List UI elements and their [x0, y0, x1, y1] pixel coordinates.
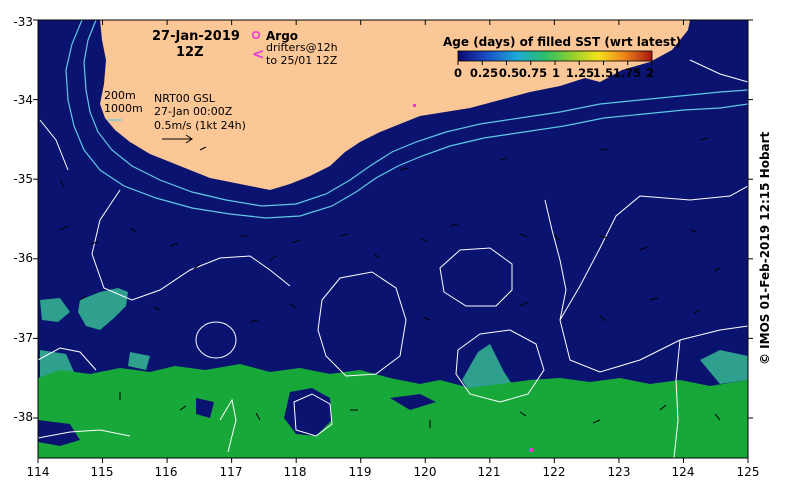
lon-label: 124 — [672, 465, 695, 479]
longitude-tick-labels: 114 115 116 117 118 119 120 121 122 123 … — [27, 465, 760, 479]
product-label: NRT00 GSL — [154, 92, 216, 105]
lat-label: -36 — [13, 251, 33, 265]
argo-legend: Argo < drifters@12h to 25/01 12Z — [252, 29, 338, 67]
date-label: 27-Jan-2019 — [152, 29, 240, 44]
lon-label: 118 — [284, 465, 307, 479]
argo-label: Argo — [266, 29, 298, 43]
lon-label: 119 — [349, 465, 372, 479]
colorbar-tick-label: 1.5 — [593, 66, 613, 80]
latitude-axis — [33, 19, 753, 419]
lon-label: 115 — [91, 465, 114, 479]
colorbar: Age (days) of filled SST (wrt latest) 0 … — [443, 35, 681, 80]
colorbar-tick-label: 1.25 — [566, 66, 594, 80]
lat-label: -33 — [13, 15, 33, 29]
colorbar-tick-label: 0.25 — [470, 66, 498, 80]
aged-sst-green-band — [38, 364, 748, 458]
colorbar-ramp — [457, 50, 653, 62]
lon-label: 122 — [543, 465, 566, 479]
isobath-200-label: 200m — [104, 89, 136, 102]
colorbar-tick-label: 1.75 — [613, 66, 641, 80]
lat-label: -34 — [13, 93, 33, 107]
current-vectors — [59, 137, 721, 428]
lon-label: 125 — [737, 465, 760, 479]
colorbar-tick-label: 2 — [646, 66, 654, 80]
lat-label: -38 — [13, 410, 33, 424]
product-time: 27-Jan 00:00Z — [154, 105, 233, 118]
lat-label: -35 — [13, 172, 33, 186]
imos-credit: © IMOS 01-Feb-2019 12:15 Hobart — [758, 131, 772, 365]
isobath-1000-label: 1000m — [104, 102, 143, 115]
lon-label: 116 — [155, 465, 178, 479]
isobath-1000m — [65, 20, 748, 219]
scale-label: 0.5m/s (1kt 24h) — [154, 119, 246, 132]
drifter-label-2: to 25/01 12Z — [266, 54, 338, 67]
longitude-axis — [37, 20, 749, 463]
argo-floats — [413, 104, 533, 452]
lat-label: -37 — [13, 331, 33, 345]
isobath-200m — [83, 20, 748, 207]
colorbar-tick-label: 0.75 — [519, 66, 547, 80]
drifter-arrow-icon: < — [252, 45, 265, 63]
latitude-tick-labels: -33 -34 -35 -36 -37 -38 — [13, 15, 33, 424]
land-mass — [100, 20, 690, 190]
colorbar-tick-label: 1 — [552, 66, 560, 80]
lon-label: 114 — [27, 465, 50, 479]
plot-frame — [37, 19, 749, 459]
argo-symbol-icon — [252, 30, 261, 39]
lon-label: 121 — [478, 465, 501, 479]
colorbar-tick-label: 0 — [454, 66, 462, 80]
scale-arrow — [162, 134, 193, 144]
colorbar-tick-label: 0.5 — [499, 66, 519, 80]
lon-label: 120 — [414, 465, 437, 479]
drifter-label-1: drifters@12h — [266, 41, 338, 54]
time-label: 12Z — [176, 45, 204, 60]
colorbar-title: Age (days) of filled SST (wrt latest) — [443, 35, 681, 49]
lon-label: 117 — [220, 465, 243, 479]
lon-label: 123 — [608, 465, 631, 479]
